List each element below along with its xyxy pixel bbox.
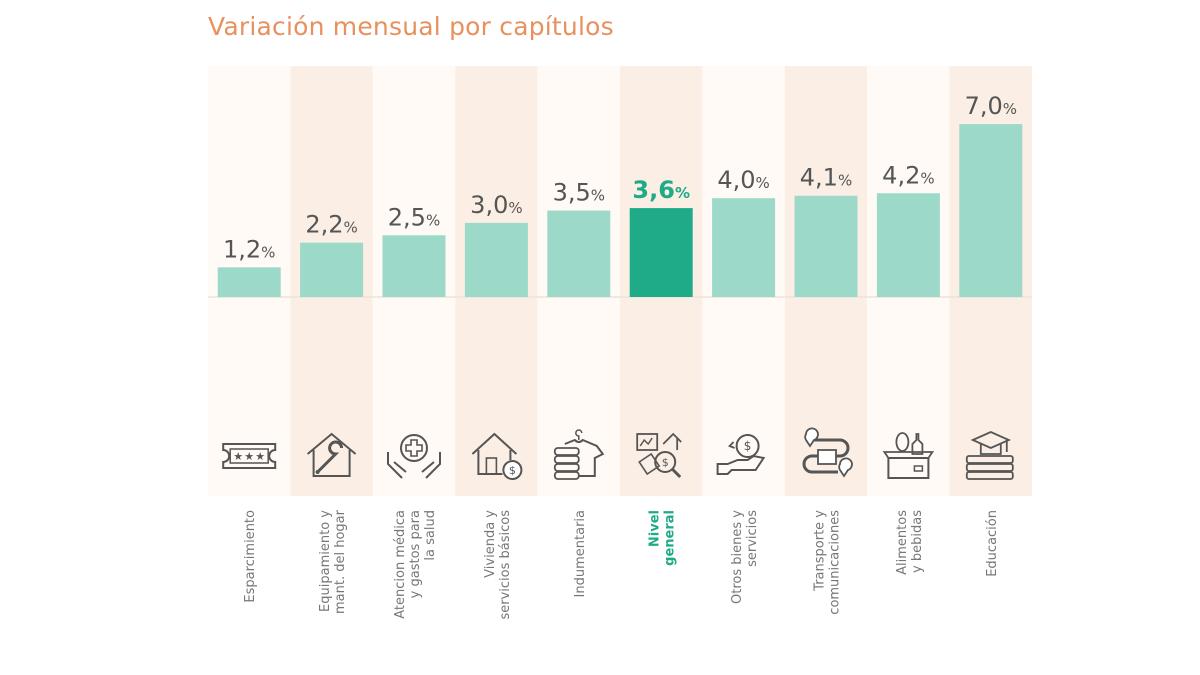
bar [712,198,776,297]
value-label: 2,5% [388,203,440,231]
graduation-books-icon [965,431,1014,480]
category-label: Transporte y comunicaciones [813,510,843,615]
grocery-box-icon [882,432,935,479]
hands-health-cross-icon [387,434,441,479]
value-label: 4,2% [882,161,934,189]
category-label-line: y bebidas [910,510,925,573]
category-label-line: mant. del hogar [333,509,348,614]
category-label: Indumentaria [573,510,588,597]
ticket-icon: ★ ★ ★ [222,443,277,469]
category-label-line: Nivel [648,510,663,547]
value-label: 7,0% [965,92,1017,120]
route-truck-icon [802,427,853,478]
hand-money-icon: $ [716,434,766,475]
category-label-line: Atencion médica [393,510,408,619]
svg-text:★: ★ [233,450,243,463]
category-label: Esparcimiento [243,510,258,603]
category-label: Educación [985,510,1000,577]
bar [794,195,858,297]
category-icons: ★ ★ ★$$$ [222,427,1014,480]
bar [382,235,446,297]
shirt-clothes-icon [553,429,605,480]
bar [547,210,611,297]
svg-text:$: $ [662,456,669,469]
svg-text:$: $ [744,439,752,453]
category-label-line: servicios básicos [498,510,513,620]
category-label-line: Equipamiento y [318,510,333,612]
category-label-line: Otros bienes y [730,510,745,604]
value-label: 2,2% [305,211,357,239]
category-label-line: Indumentaria [573,510,588,597]
bar [464,222,528,297]
value-label: 4,1% [800,164,852,192]
bar [300,242,364,297]
value-label: 3,5% [553,179,605,207]
category-label: Nivel general [648,510,678,566]
category-label: Atencion médica y gastos para la salud [393,510,438,619]
value-label: 1,2% [223,235,275,263]
bar [629,208,693,297]
category-label-line: Educación [985,510,1000,577]
category-label-line: Alimentos [895,510,910,575]
house-wrench-icon [306,432,357,477]
economy-magnifier-icon: $ [636,432,682,479]
bar [959,124,1023,297]
bar [876,193,940,297]
category-label: Equipamiento y mant. del hogar [318,509,348,614]
category-labels: Esparcimiento Equipamiento y mant. del hog… [243,509,1000,619]
value-labels: 1,2% 2,2% 2,5% 3,0% 3,5% 3,6% 4,0% 4,1% 4,2% 7,0% [223,92,1017,263]
category-label-line: Esparcimiento [243,510,258,603]
svg-text:$: $ [509,464,516,477]
value-label: 3,6% [632,176,690,204]
category-label-line: Vivienda y [483,510,498,578]
bar [217,267,281,297]
category-label: Otros bienes y servicios [730,510,760,604]
chart-title: Variación mensual por capítulos [208,12,614,41]
value-label: 3,0% [470,191,522,219]
bars [217,124,1023,297]
category-label: Vivienda y servicios básicos [483,510,513,620]
category-label: Alimentos y bebidas [895,510,925,575]
svg-text:★: ★ [255,450,265,463]
category-label-line: Transporte y [813,510,828,592]
svg-text:★: ★ [244,450,254,463]
category-label-line: servicios [745,510,760,567]
category-label-line: la salud [423,510,438,561]
category-label-line: general [663,510,678,566]
category-label-line: comunicaciones [828,510,843,615]
house-dollar-icon: $ [471,432,523,480]
value-label: 4,0% [717,166,769,194]
category-label-line: y gastos para [408,510,423,598]
